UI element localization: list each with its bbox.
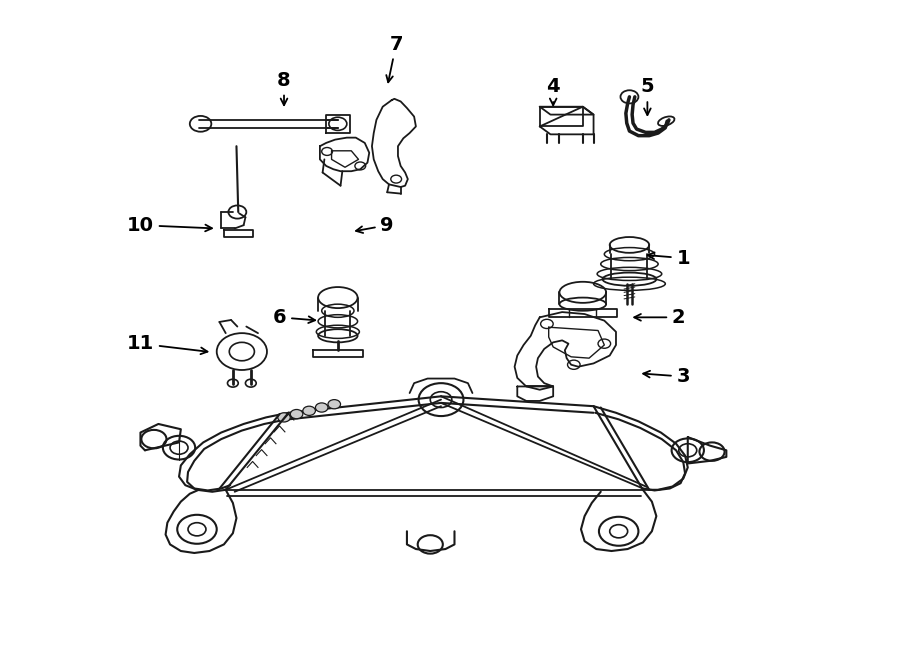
Text: 6: 6 — [273, 308, 315, 327]
Circle shape — [328, 400, 340, 408]
Circle shape — [278, 412, 291, 422]
Text: 9: 9 — [356, 215, 394, 235]
Circle shape — [303, 407, 315, 415]
Text: 8: 8 — [277, 71, 291, 105]
Text: 10: 10 — [127, 215, 212, 235]
Text: 4: 4 — [546, 77, 560, 105]
Text: 3: 3 — [644, 367, 690, 386]
Text: 1: 1 — [648, 249, 690, 268]
Text: 11: 11 — [127, 334, 208, 354]
Circle shape — [291, 409, 303, 418]
Circle shape — [315, 403, 328, 412]
Text: 7: 7 — [386, 34, 403, 82]
Text: 5: 5 — [641, 77, 654, 115]
Text: 2: 2 — [634, 308, 686, 327]
